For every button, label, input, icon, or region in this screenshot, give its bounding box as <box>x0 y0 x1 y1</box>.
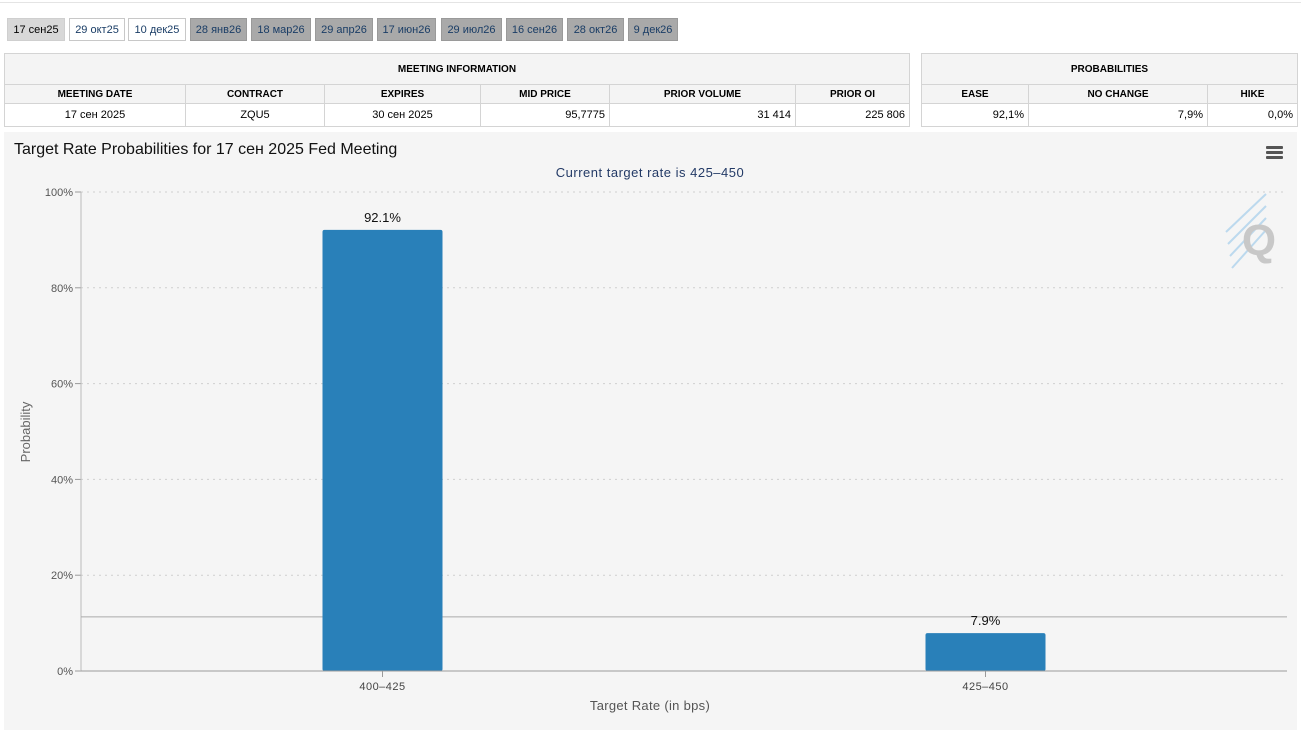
y-tick-label: 80% <box>51 283 73 295</box>
col-prior-volume: PRIOR VOLUME <box>609 84 796 104</box>
watermark-stroke <box>1227 205 1267 245</box>
tab-18-mar-26[interactable]: 18 мар26 <box>251 18 311 41</box>
col-meeting-date: MEETING DATE <box>4 84 186 104</box>
tab-29-oct-25[interactable]: 29 окт25 <box>69 18 125 41</box>
meeting-information-title: MEETING INFORMATION <box>4 53 910 85</box>
col-ease: EASE <box>921 84 1029 104</box>
watermark-stroke <box>1225 193 1267 233</box>
probabilities-table: PROBABILITIES EASE NO CHANGE HIKE 92,1% … <box>921 53 1298 127</box>
chart-subtitle: Current target rate is 425–450 <box>556 165 744 180</box>
mid-price-value: 95,7775 <box>480 103 610 127</box>
data-label: 7.9% <box>971 613 1001 628</box>
tab-9-dec-26[interactable]: 9 дек26 <box>628 18 678 41</box>
tab-29-apr-26[interactable]: 29 апр26 <box>315 18 373 41</box>
table-row: 92,1% 7,9% 0,0% <box>921 103 1298 127</box>
bar-400–425 <box>322 229 443 671</box>
y-tick-label: 60% <box>51 379 73 391</box>
col-expires: EXPIRES <box>324 84 481 104</box>
tab-28-jan-26[interactable]: 28 янв26 <box>190 18 247 41</box>
watermark-logo <box>1225 193 1267 269</box>
col-hike: HIKE <box>1207 84 1298 104</box>
chart-plot-area: Current target rate is 425–450 0% 20% 40% 60… <box>18 165 1287 713</box>
no-change-value: 7,9% <box>1028 103 1208 127</box>
tab-10-dec-25[interactable]: 10 дек25 <box>128 18 186 41</box>
x-tick-label: 400–425 <box>359 681 405 693</box>
prior-volume-value: 31 414 <box>609 103 796 127</box>
col-mid-price: MID PRICE <box>480 84 610 104</box>
tab-16-sep-26[interactable]: 16 сен26 <box>506 18 563 41</box>
col-contract: CONTRACT <box>185 84 325 104</box>
top-divider <box>0 2 1301 3</box>
contract-value: ZQU5 <box>185 103 325 127</box>
hamburger-menu-icon[interactable] <box>1266 146 1283 159</box>
tab-29-jul-26[interactable]: 29 июл26 <box>441 18 502 41</box>
meeting-information-table: MEETING INFORMATION MEETING DATE CONTRAC… <box>4 53 910 127</box>
x-axis-title: Target Rate (in bps) <box>590 698 710 713</box>
hike-value: 0,0% <box>1207 103 1298 127</box>
tab-28-oct-26[interactable]: 28 окт26 <box>567 18 624 41</box>
prior-oi-value: 225 806 <box>795 103 910 127</box>
probabilities-title: PROBABILITIES <box>921 53 1298 85</box>
x-tick-label: 425–450 <box>962 681 1008 693</box>
y-tick-label: 0% <box>57 666 73 678</box>
expires-value: 30 сен 2025 <box>324 103 481 127</box>
tab-17-sep-25[interactable]: 17 сен25 <box>7 18 65 41</box>
data-label: 92.1% <box>364 210 401 225</box>
watermark-letter: Q <box>1242 216 1276 265</box>
probability-chart: Target Rate Probabilities for 17 сен 202… <box>4 132 1297 730</box>
col-prior-oi: PRIOR OI <box>795 84 910 104</box>
table-row: 17 сен 2025 ZQU5 30 сен 2025 95,7775 31 … <box>4 103 910 127</box>
chart-title: Target Rate Probabilities for 17 сен 202… <box>14 141 398 158</box>
ease-value: 92,1% <box>921 103 1029 127</box>
y-tick-label: 100% <box>45 187 73 199</box>
bar-425–450 <box>925 633 1046 671</box>
watermark-stroke <box>1231 229 1267 269</box>
col-no-change: NO CHANGE <box>1028 84 1208 104</box>
tab-17-jun-26[interactable]: 17 июн26 <box>377 18 436 41</box>
y-tick-label: 40% <box>51 474 73 486</box>
y-tick-label: 20% <box>51 570 73 582</box>
y-axis-title: Probability <box>18 401 33 462</box>
watermark-stroke <box>1229 217 1267 257</box>
meeting-date-value: 17 сен 2025 <box>4 103 186 127</box>
